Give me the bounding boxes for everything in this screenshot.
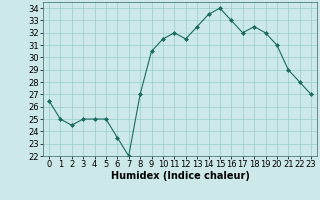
X-axis label: Humidex (Indice chaleur): Humidex (Indice chaleur) — [111, 171, 249, 181]
